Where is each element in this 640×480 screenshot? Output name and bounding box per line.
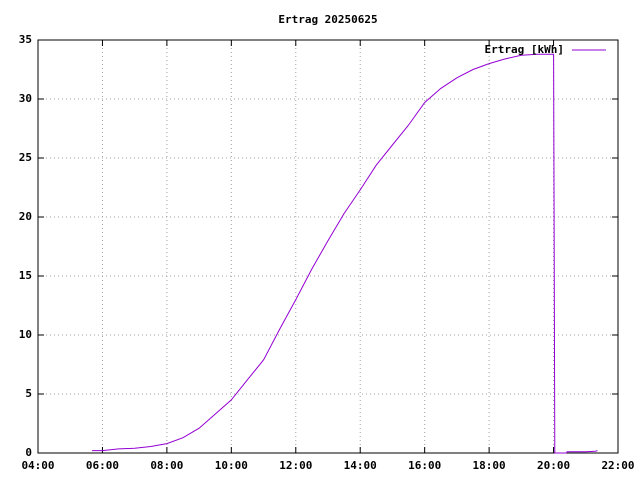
x-tick-label: 10:00 xyxy=(215,459,248,472)
x-tick-label: 06:00 xyxy=(86,459,119,472)
y-tick-label: 0 xyxy=(25,446,32,459)
data-line xyxy=(92,53,598,454)
x-tick-label: 22:00 xyxy=(601,459,634,472)
x-tick-label: 14:00 xyxy=(344,459,377,472)
x-tick-label: 04:00 xyxy=(21,459,54,472)
chart-title: Ertrag 20250625 xyxy=(278,13,377,26)
y-tick-label: 20 xyxy=(19,210,32,223)
y-tick-label: 25 xyxy=(19,151,32,164)
x-tick-label: 16:00 xyxy=(408,459,441,472)
y-tick-label: 15 xyxy=(19,269,32,282)
legend-label: Ertrag [kWh] xyxy=(485,43,564,56)
y-tick-label: 10 xyxy=(19,328,32,341)
x-tick-label: 20:00 xyxy=(537,459,570,472)
x-tick-label: 08:00 xyxy=(150,459,183,472)
x-tick-label: 18:00 xyxy=(473,459,506,472)
plot-border xyxy=(37,39,619,454)
y-tick-label: 30 xyxy=(19,92,32,105)
x-tick-label: 12:00 xyxy=(279,459,312,472)
y-tick-label: 5 xyxy=(25,387,32,400)
y-tick-label: 35 xyxy=(19,33,32,46)
